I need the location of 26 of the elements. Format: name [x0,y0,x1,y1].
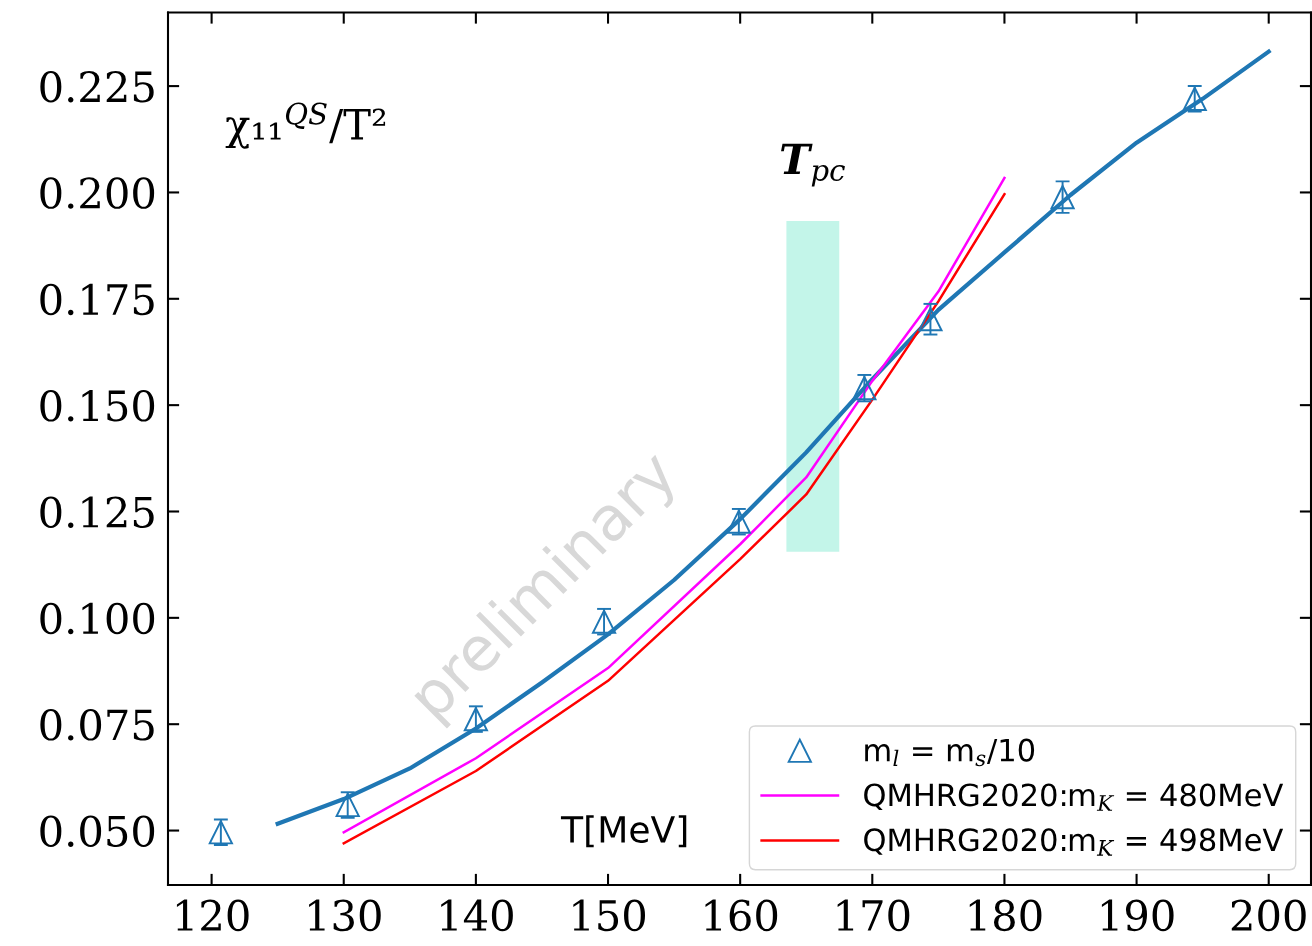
x-axis-title: T[MeV] [560,815,687,848]
y-tick-label: 0.050 [40,815,155,847]
y-tick-label: 0.075 [40,709,154,741]
x-tick-label: 150 [573,899,646,932]
y-tick-label: 0.175 [40,283,154,316]
y-tick-label: 0.125 [40,496,154,528]
x-tick-label: 160 [705,899,778,932]
x-tick-label: 200 [1231,899,1306,932]
y-tick-label: 0.225 [40,71,154,103]
band-label: T$_{pc}$ [781,143,845,187]
y-tick-label: 0.200 [40,177,155,209]
point [726,509,751,534]
y-tick-label: 0.100 [40,602,155,635]
point [918,307,943,332]
legend-label: QMHRG2020:m$_{K}$ = 498MeV [864,828,1284,856]
x-tick-label: 130 [309,899,381,932]
annotation: χ₁₁$^{QS}$/T² [225,102,386,149]
x-tick-label: 190 [1101,899,1174,932]
x-tick-label: 170 [837,899,910,932]
legend-label: m$_{l}$ = m$_{s}$/10 [865,738,1035,767]
y-tick-label: 0.150 [40,390,155,422]
x-tick-label: 180 [969,899,1042,932]
point [1050,185,1075,210]
x-tick-label: 120 [176,899,249,932]
x-tick-label: 140 [441,899,513,932]
legend-label: QMHRG2020:m$_{K}$ = 480MeV [864,783,1284,811]
